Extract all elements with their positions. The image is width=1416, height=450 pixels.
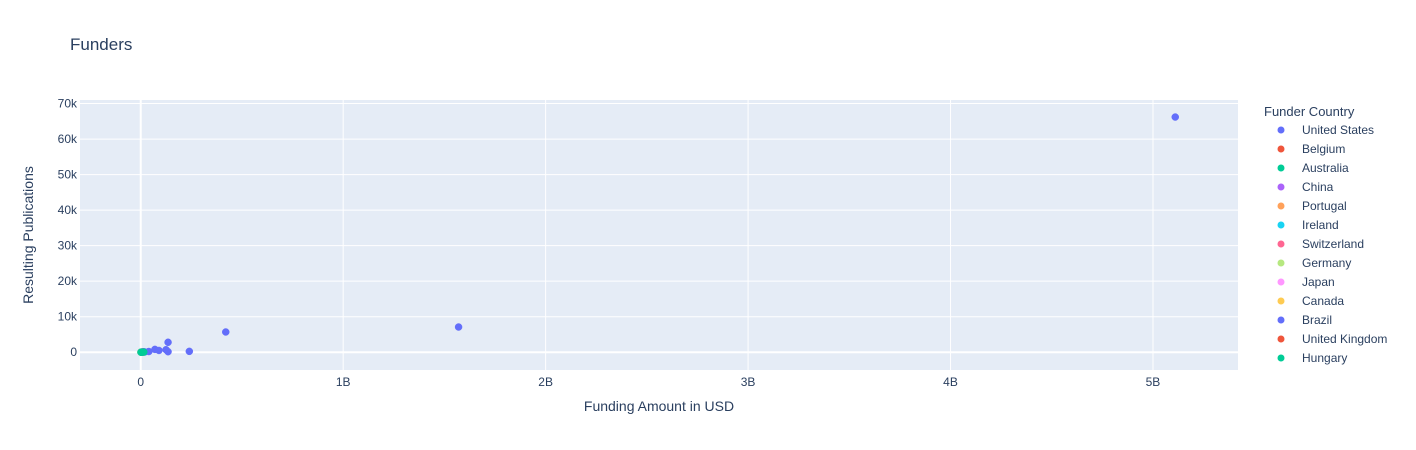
y-tick-label: 50k xyxy=(58,168,78,182)
legend-marker[interactable] xyxy=(1277,221,1285,229)
gridlines xyxy=(80,100,1238,370)
data-point[interactable] xyxy=(164,347,172,356)
legend-item-label[interactable]: China xyxy=(1302,180,1334,194)
legend-item-label[interactable]: Portugal xyxy=(1302,199,1347,213)
x-tick-label: 4B xyxy=(943,375,958,389)
legend-marker[interactable] xyxy=(1277,145,1285,153)
x-axis-ticks: 0 1B 2B 3B 4B 5B xyxy=(137,375,1160,389)
legend-item-label[interactable]: United Kingdom xyxy=(1302,332,1387,346)
data-point[interactable] xyxy=(454,323,463,331)
y-tick-label: 60k xyxy=(58,132,78,146)
legend-marker[interactable] xyxy=(1277,126,1285,134)
legend-marker[interactable] xyxy=(1277,183,1285,191)
legend-marker[interactable] xyxy=(1277,335,1285,343)
legend-item-label[interactable]: Australia xyxy=(1302,161,1349,175)
legend-item-label[interactable]: Switzerland xyxy=(1302,237,1364,251)
y-tick-label: 30k xyxy=(58,239,78,253)
chart-title: Funders xyxy=(70,35,132,54)
y-tick-label: 20k xyxy=(58,274,78,288)
data-point[interactable] xyxy=(155,346,163,355)
legend-item-label[interactable]: Brazil xyxy=(1302,313,1332,327)
legend-marker[interactable] xyxy=(1277,240,1285,248)
data-point[interactable] xyxy=(164,338,172,347)
x-tick-label: 3B xyxy=(741,375,756,389)
x-tick-label: 0 xyxy=(137,375,144,389)
legend-marker[interactable] xyxy=(1277,297,1285,305)
legend-title: Funder Country xyxy=(1264,104,1355,119)
legend-item-label[interactable]: Hungary xyxy=(1302,351,1347,365)
data-point[interactable] xyxy=(140,348,148,356)
x-tick-label: 2B xyxy=(538,375,553,389)
legend-marker[interactable] xyxy=(1277,202,1285,210)
legend-marker[interactable] xyxy=(1277,164,1285,172)
legend-item-label[interactable]: Canada xyxy=(1302,294,1344,308)
y-axis-title: Resulting Publications xyxy=(20,166,36,304)
legend-item-label[interactable]: Ireland xyxy=(1302,218,1339,232)
plot-area xyxy=(80,100,1238,370)
legend-marker[interactable] xyxy=(1277,259,1285,267)
legend-item-label[interactable]: Belgium xyxy=(1302,142,1345,156)
data-point[interactable] xyxy=(1171,113,1179,121)
y-tick-label: 70k xyxy=(58,97,78,111)
x-tick-label: 5B xyxy=(1146,375,1161,389)
data-point[interactable] xyxy=(185,347,194,356)
legend-item-label[interactable]: United States xyxy=(1302,123,1374,137)
legend-item-label[interactable]: Germany xyxy=(1302,256,1351,270)
y-tick-label: 0 xyxy=(70,345,77,359)
x-tick-label: 1B xyxy=(336,375,351,389)
legend-marker[interactable] xyxy=(1277,278,1285,286)
data-point[interactable] xyxy=(222,328,230,336)
legend: Funder Country United States Belgium Austr… xyxy=(1264,104,1387,365)
data-points xyxy=(137,113,1179,356)
legend-item-label[interactable]: Japan xyxy=(1302,275,1335,289)
y-tick-label: 40k xyxy=(58,203,78,217)
y-axis-ticks: 0 10k 20k 30k 40k 50k 60k 70k xyxy=(58,97,78,360)
legend-marker[interactable] xyxy=(1277,354,1285,362)
x-axis-title: Funding Amount in USD xyxy=(584,398,734,414)
legend-marker[interactable] xyxy=(1277,316,1285,324)
y-tick-label: 10k xyxy=(58,310,78,324)
